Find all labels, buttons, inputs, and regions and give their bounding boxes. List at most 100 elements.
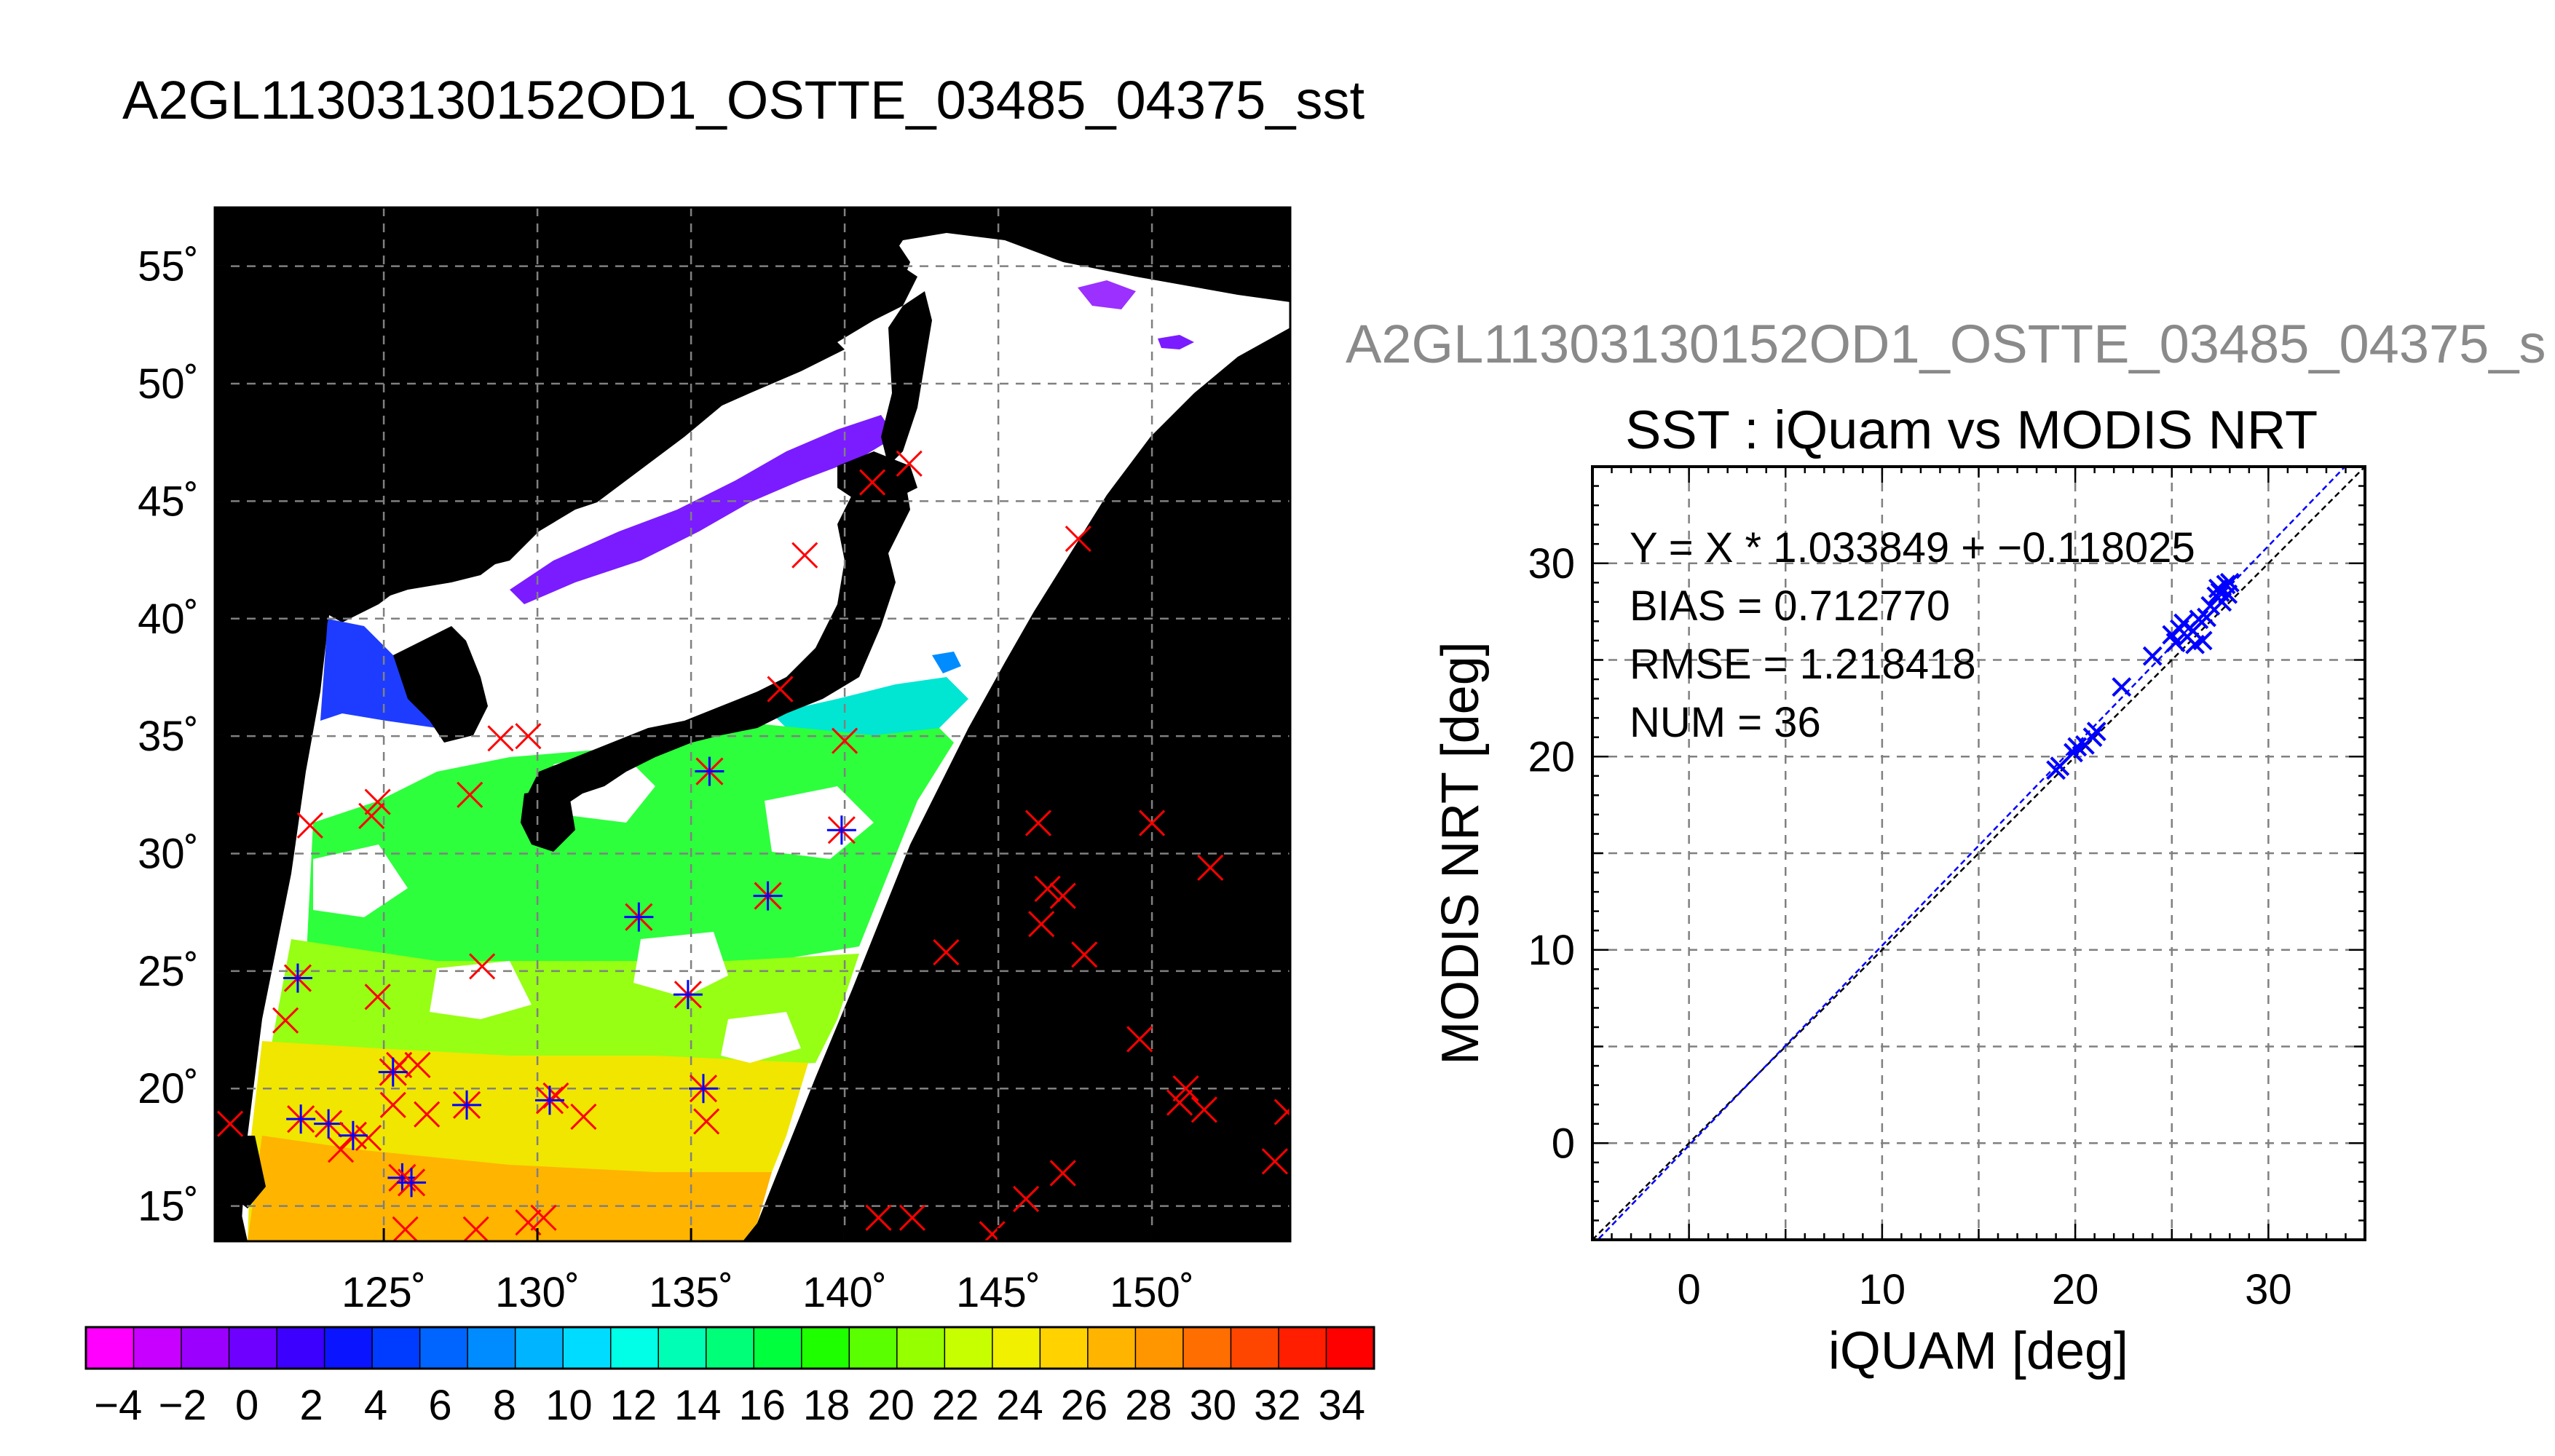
map-xtick-label: 145˚ [956, 1269, 1040, 1316]
iquam-marker [364, 788, 391, 815]
scatter-point [2112, 677, 2132, 697]
sst-colorbar: −4 −2 0 2 4 6 8 10 12 14 16 18 20 22 24 26 28 30 32 34 [84, 1326, 1375, 1429]
scatter-axes: 0 10 20 30 0 10 20 30 [1528, 465, 2366, 1313]
colorbar-segment [228, 1326, 278, 1369]
colorbar-tick-label: 26 [1061, 1382, 1108, 1429]
iquam-marker [487, 725, 514, 752]
scatter-point [2142, 646, 2163, 666]
scatter-gridlines [1592, 467, 2365, 1240]
map-xtick-label: 125˚ [341, 1269, 426, 1316]
colorbar-segment [133, 1326, 183, 1369]
colorbar-segment [1039, 1326, 1089, 1369]
colorbar-segment [657, 1326, 707, 1369]
map-ytick-label: 55˚ [138, 243, 199, 290]
sst-purple-band [510, 415, 896, 604]
colorbar-segment [323, 1326, 374, 1369]
matchup-marker [286, 1104, 316, 1134]
matchup-marker [338, 1120, 368, 1150]
iquam-marker [1261, 1148, 1288, 1175]
colorbar-tick-label: 8 [493, 1382, 516, 1429]
matchup-marker [688, 1074, 718, 1104]
colorbar-segment [371, 1326, 421, 1369]
iquam-marker [899, 1204, 926, 1231]
iquam-marker [404, 1051, 431, 1079]
iquam-marker [1028, 911, 1055, 938]
matchup-marker [534, 1085, 564, 1115]
colorbar-tick-label: 34 [1319, 1382, 1366, 1429]
colorbar-tick-label: 22 [932, 1382, 979, 1429]
sst-purple-okhotsk [1158, 335, 1194, 349]
colorbar-tick-label: 16 [738, 1382, 786, 1429]
iquam-marker [1139, 810, 1166, 836]
scatter-stats: Y = X * 1.033849 + −0.118025 BIAS = 0.712… [1630, 524, 2195, 746]
iquam-marker [1024, 810, 1052, 836]
matchup-marker [397, 1168, 427, 1198]
colorbar-segment [1182, 1326, 1232, 1369]
map-ytick-label: 45˚ [138, 478, 199, 525]
colorbar-tick-label: 14 [674, 1382, 722, 1429]
iquam-marker [515, 723, 542, 750]
land-kyushu [521, 786, 575, 852]
scatter-title: SST : iQuam vs MODIS NRT [1625, 400, 2318, 460]
iquam-marker [1065, 525, 1091, 553]
colorbar-segment [419, 1326, 469, 1369]
scatter-xtick-label: 20 [2052, 1266, 2099, 1313]
colorbar-segment [992, 1326, 1041, 1369]
iquam-marker [462, 1216, 489, 1241]
scatter-stat-line: BIAS = 0.712770 [1630, 582, 1950, 630]
iquam-marker [379, 1091, 406, 1118]
scatter-point [2210, 582, 2230, 602]
colorbar-tick-label: 10 [545, 1382, 593, 1429]
colorbar-segment [1325, 1326, 1375, 1369]
sst-blue-east [932, 652, 961, 673]
scatter-point [2197, 607, 2216, 628]
map-ytick-label: 40˚ [138, 596, 199, 643]
cloud-5 [430, 961, 532, 1019]
map-xtick-label: 130˚ [495, 1269, 580, 1316]
iquam-marker [392, 1216, 419, 1241]
colorbar-segment [896, 1326, 946, 1369]
scatter-stat-line: RMSE = 1.218418 [1630, 641, 1976, 688]
sst-green [306, 721, 954, 983]
map-ytick-label: 15˚ [138, 1183, 199, 1230]
iquam-marker [1197, 854, 1224, 881]
cloud-6 [721, 1012, 801, 1063]
iquam-marker [358, 802, 385, 829]
map-frame [213, 206, 1292, 1243]
map-xtick-label: 150˚ [1110, 1269, 1194, 1316]
iquam-marker [832, 727, 858, 754]
one-to-one-line [1592, 467, 2365, 1240]
colorbar-segment [1134, 1326, 1185, 1369]
scatter-ytick-label: 10 [1528, 927, 1575, 974]
matchup-marker [314, 1109, 344, 1139]
iquam-marker [217, 1110, 244, 1137]
iquam-marker [1034, 875, 1061, 902]
scatter-point [2192, 630, 2213, 651]
colorbar-tick-label: 24 [996, 1382, 1043, 1429]
colorbar-tick-label: 28 [1125, 1382, 1172, 1429]
scatter-point [2200, 596, 2221, 616]
matchup-marker [673, 980, 703, 1010]
iquam-marker [896, 450, 923, 477]
colorbar-segment [1278, 1326, 1327, 1369]
colorbar-tick-label: 0 [235, 1382, 258, 1429]
map-ytick-label: 50˚ [138, 360, 199, 408]
iquam-marker [327, 1136, 355, 1163]
colorbar-tick-label: 30 [1190, 1382, 1237, 1429]
map-content [215, 207, 1290, 1241]
matchup-marker [624, 902, 654, 932]
scatter-lines [1592, 467, 2365, 1240]
map-panel: 125˚ 130˚ 135˚ 140˚ 145˚ 150˚ 55˚ 50˚ 45˚ 40˚ 35˚ 3… [138, 206, 1292, 1316]
colorbar-tick-label: −4 [94, 1382, 142, 1429]
scatter-point [2086, 721, 2106, 742]
main-title: A2GL11303130152OD1_OSTTE_03485_04375_sst [122, 70, 1365, 130]
scatter-ytick-label: 0 [1552, 1120, 1575, 1167]
colorbar-frame [84, 1326, 1375, 1370]
colorbar-tick-label: 20 [867, 1382, 915, 1429]
scatter-xtick-label: 30 [2245, 1266, 2292, 1313]
matchup-markers [283, 756, 856, 1198]
colorbar-segment [801, 1326, 850, 1369]
iquam-marker [1049, 1160, 1076, 1187]
colorbar-segment [467, 1326, 516, 1369]
colorbar-segment [609, 1326, 660, 1369]
